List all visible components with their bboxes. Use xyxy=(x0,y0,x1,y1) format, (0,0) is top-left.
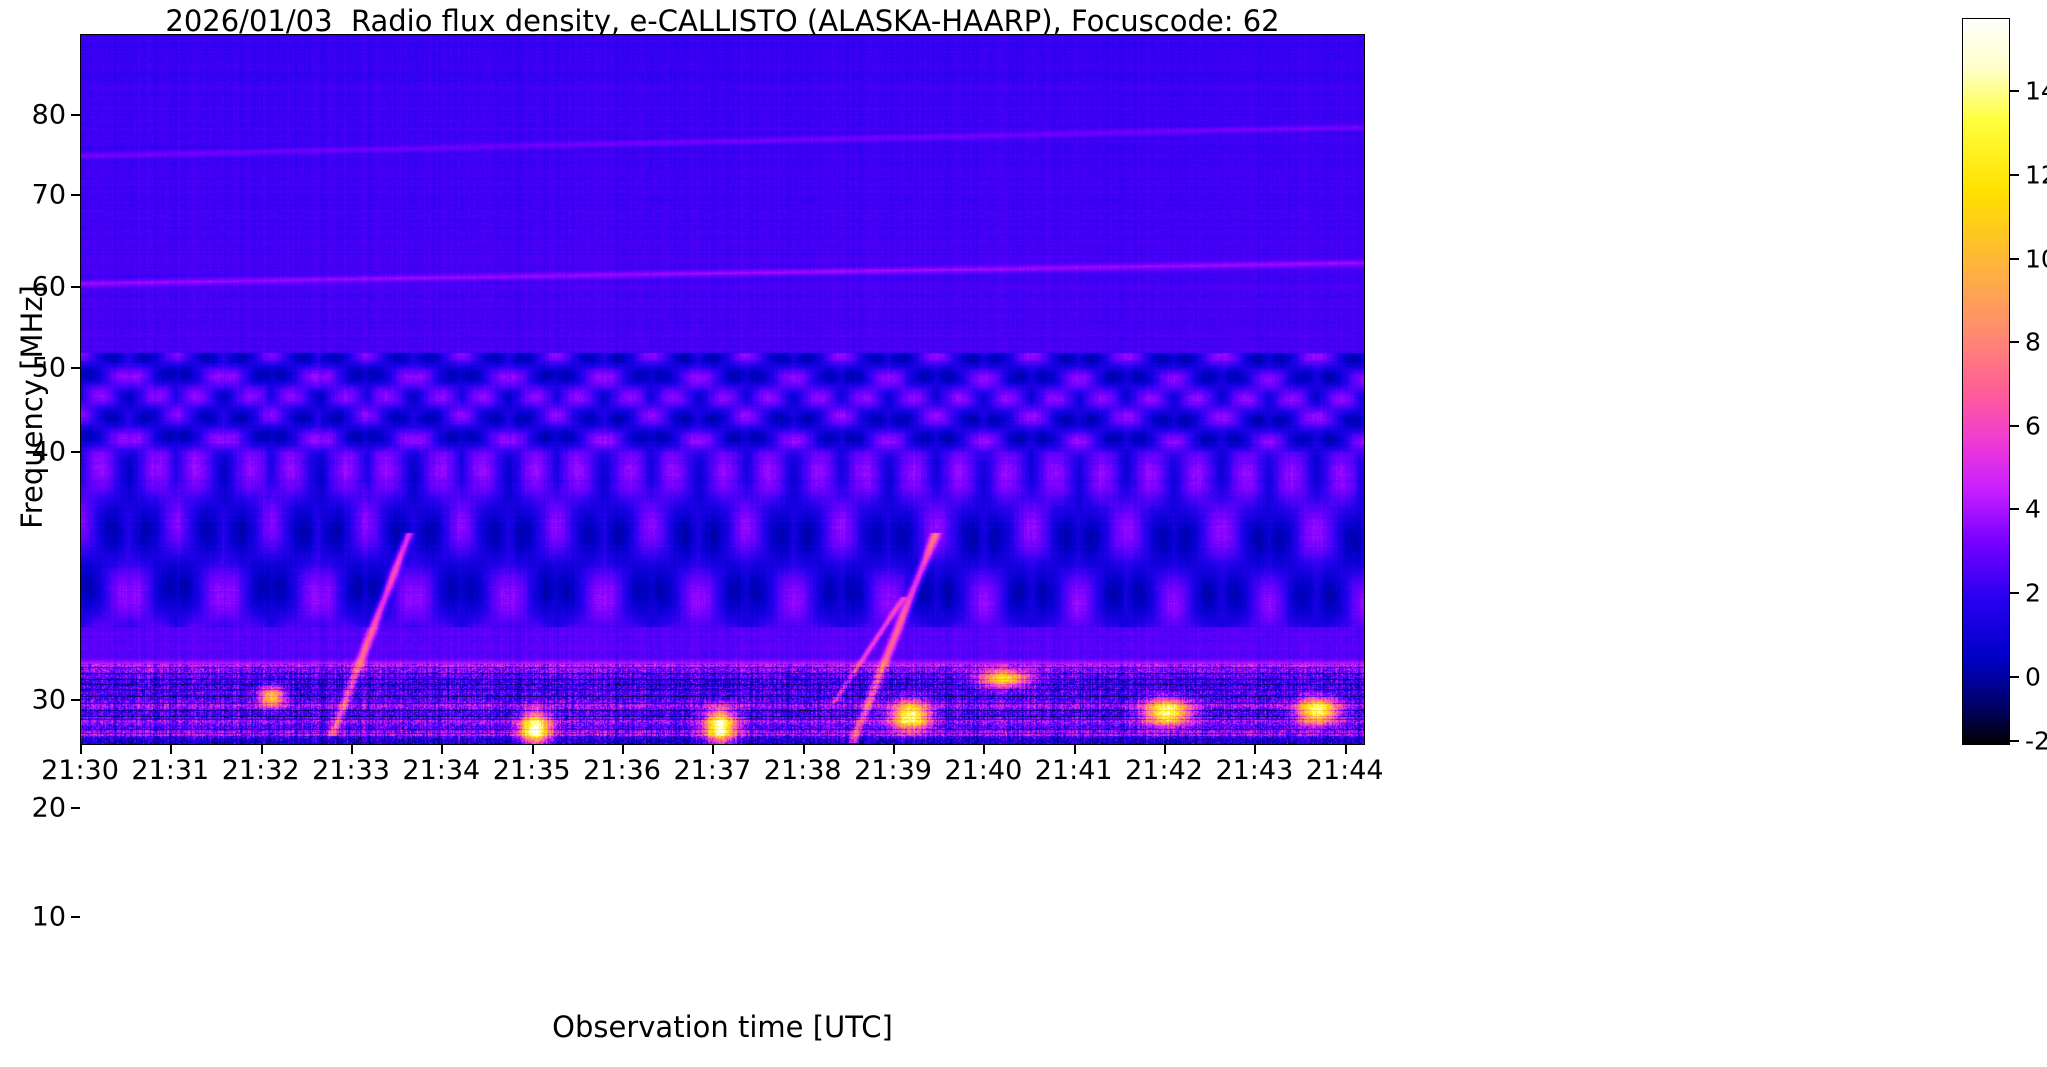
colorbar-tick-label: 4 xyxy=(2025,494,2041,524)
spectrogram-image xyxy=(81,35,1364,744)
y-tick-label: 10 xyxy=(31,901,66,933)
x-tick-mark xyxy=(712,745,715,754)
x-tick-label: 21:38 xyxy=(763,755,842,786)
colorbar-tick-mark xyxy=(2010,341,2019,344)
y-tick-label: 30 xyxy=(31,684,66,716)
x-tick-mark xyxy=(1344,745,1347,754)
colorbar-gradient xyxy=(1962,18,2010,745)
x-tick-label: 21:36 xyxy=(583,755,661,786)
x-tick-mark xyxy=(802,745,805,754)
x-tick-mark xyxy=(1073,745,1076,754)
y-tick-label: 60 xyxy=(31,271,66,303)
colorbar-tick-label: 12 xyxy=(2025,160,2047,190)
colorbar-tick-mark xyxy=(2010,174,2019,177)
x-tick-label: 21:43 xyxy=(1215,755,1294,786)
y-tick-label: 50 xyxy=(31,352,66,384)
x-tick-label: 21:42 xyxy=(1125,755,1203,786)
colorbar-tick-mark xyxy=(2010,257,2019,260)
x-tick-mark xyxy=(531,745,534,754)
x-tick-mark xyxy=(983,745,986,754)
x-tick-label: 21:37 xyxy=(673,755,752,786)
x-tick-mark xyxy=(80,745,82,754)
y-axis-title: Frequency [MHz] xyxy=(15,285,49,529)
x-tick-mark xyxy=(1254,745,1257,754)
x-tick-label: 21:35 xyxy=(492,755,571,786)
x-tick-label: 21:33 xyxy=(312,755,390,786)
colorbar-tick-mark xyxy=(2010,424,2019,427)
x-tick-label: 21:39 xyxy=(854,755,932,786)
x-tick-mark xyxy=(260,745,263,754)
colorbar: 14 12 10 8 6 4 2 0 -2 xyxy=(1962,18,2047,753)
y-tick-label: 80 xyxy=(31,99,66,131)
colorbar-ticks: 14 12 10 8 6 4 2 0 -2 xyxy=(2010,18,2047,753)
x-tick-mark xyxy=(1164,745,1167,754)
y-tick-mark xyxy=(71,367,80,370)
y-tick-mark xyxy=(71,699,80,702)
x-axis-title: Observation time [UTC] xyxy=(552,1010,893,1044)
colorbar-tick-label: 14 xyxy=(2025,76,2047,106)
y-tick-mark xyxy=(71,807,80,810)
x-tick-label: 21:40 xyxy=(944,755,1023,786)
colorbar-tick-label: 10 xyxy=(2025,244,2047,274)
y-tick-mark xyxy=(71,916,80,919)
page-title: 2026/01/03 Radio flux density, e-CALLIST… xyxy=(165,4,1280,38)
x-tick-label: 21:34 xyxy=(402,755,481,786)
x-tick-label: 21:44 xyxy=(1305,755,1384,786)
y-tick-mark xyxy=(71,114,80,117)
x-tick-label: 21:32 xyxy=(221,755,300,786)
y-tick-mark xyxy=(71,286,80,289)
x-tick-mark xyxy=(351,745,353,754)
colorbar-tick-label: 2 xyxy=(2025,578,2041,608)
colorbar-tick-label: 0 xyxy=(2025,662,2041,692)
colorbar-tick-label: 8 xyxy=(2025,327,2041,357)
spectrogram-plot-area xyxy=(80,34,1365,745)
y-tick-label: 70 xyxy=(31,179,66,211)
y-tick-label: 40 xyxy=(31,436,66,468)
colorbar-tick-mark xyxy=(2010,675,2019,678)
x-axis: 21:30 21:31 21:32 21:33 21:34 21:35 21:36 21:37… xyxy=(0,745,2047,805)
x-tick-label: 21:31 xyxy=(131,755,210,786)
x-tick-mark xyxy=(893,745,896,754)
colorbar-tick-label: 6 xyxy=(2025,411,2041,441)
colorbar-tick-mark xyxy=(2010,89,2019,92)
y-tick-label: 20 xyxy=(31,792,66,824)
colorbar-tick-label: -2 xyxy=(2025,726,2047,756)
colorbar-tick-mark xyxy=(2010,592,2019,595)
colorbar-tick-mark xyxy=(2010,739,2019,742)
x-tick-label: 21:41 xyxy=(1034,755,1113,786)
x-tick-mark xyxy=(170,745,173,754)
y-tick-mark xyxy=(71,451,80,454)
x-tick-mark xyxy=(441,745,444,754)
y-axis: 80 70 60 50 40 30 20 10 xyxy=(0,0,80,1067)
x-tick-label: 21:30 xyxy=(41,755,119,786)
colorbar-tick-mark xyxy=(2010,508,2019,511)
x-tick-mark xyxy=(622,745,624,754)
y-tick-mark xyxy=(71,193,80,196)
